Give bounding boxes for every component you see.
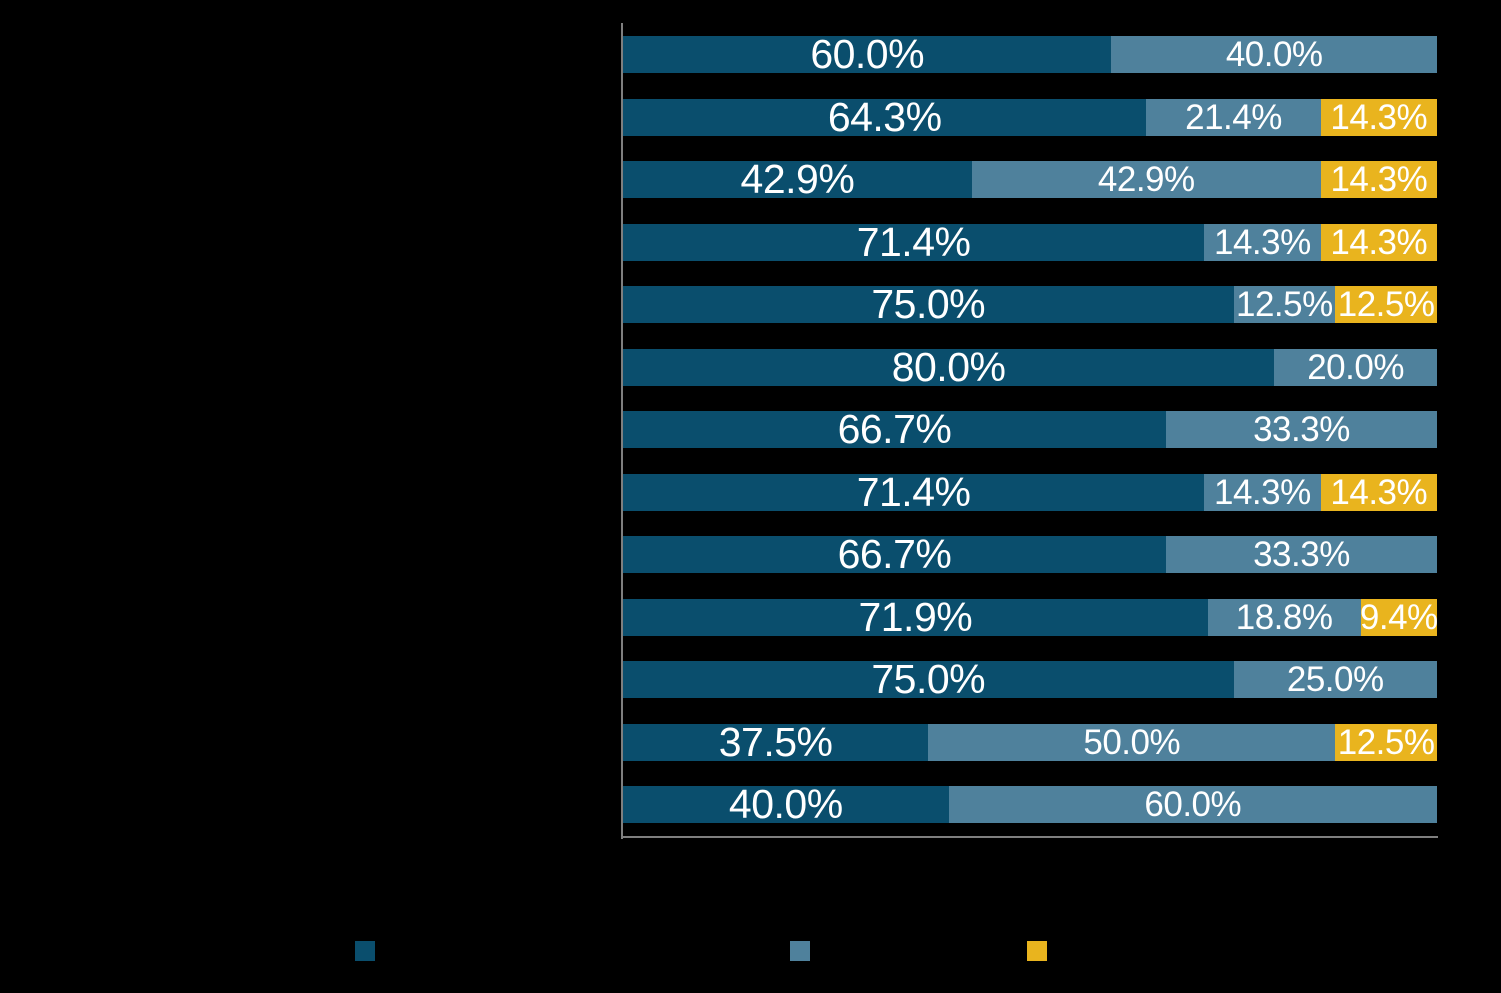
bar-segment-series-1: 60.0% xyxy=(623,31,1112,77)
bar-segment-series-3: 12.5% xyxy=(1335,722,1437,762)
bar-segment-label: 42.9% xyxy=(1097,160,1195,199)
bar-segment-series-3: 12.5% xyxy=(1335,286,1437,323)
bar-segment-label: 66.7% xyxy=(837,406,952,452)
bar-segment-series-1: 75.0% xyxy=(623,281,1234,327)
bar-segment-series-2: 33.3% xyxy=(1165,535,1437,574)
bar-segment-series-1: 71.9% xyxy=(623,593,1208,640)
bar-segment-series-3: 14.3% xyxy=(1320,472,1437,512)
bar-segment-series-2: 33.3% xyxy=(1165,410,1437,449)
bar-segment-series-1: 64.3% xyxy=(623,93,1147,140)
bar-segment-series-3: 9.4% xyxy=(1359,597,1438,637)
bar-row: 60.0% 40.0% xyxy=(623,31,1437,77)
bar-row: 71.4% 14.3% 14.3% xyxy=(623,218,1437,265)
bar-row: 66.7% 33.3% xyxy=(623,406,1437,452)
bar-segment-series-1: 37.5% xyxy=(623,718,929,765)
bar-row: 40.0% 60.0% xyxy=(623,781,1437,827)
bar-segment-label: 42.9% xyxy=(740,156,855,202)
bar-row: 80.0% 20.0% xyxy=(623,343,1437,390)
bar-segment-series-1: 71.4% xyxy=(623,468,1205,515)
bar-row: 71.4% 14.3% 14.3% xyxy=(623,468,1437,515)
bar-segment-label: 60.0% xyxy=(1144,785,1242,824)
bar-segment-label: 18.8% xyxy=(1235,597,1333,637)
bar-segment-series-2: 21.4% xyxy=(1146,97,1321,137)
bar-segment-series-2: 25.0% xyxy=(1233,660,1437,699)
x-axis-line xyxy=(621,836,1438,838)
bar-segment-series-2: 14.3% xyxy=(1204,472,1321,512)
bar-segment-label: 21.4% xyxy=(1185,97,1282,137)
bar-segment-series-2: 42.9% xyxy=(971,160,1321,199)
bar-segment-label: 12.5% xyxy=(1337,285,1435,324)
bar-segment-series-1: 80.0% xyxy=(623,343,1275,390)
bar-segment-label: 71.4% xyxy=(856,468,971,515)
bar-segment-series-2: 18.8% xyxy=(1207,597,1361,637)
bar-segment-series-3: 14.3% xyxy=(1320,222,1437,262)
legend-swatch-series-2 xyxy=(790,941,810,961)
bar-row: 75.0% 25.0% xyxy=(623,656,1437,702)
bar-segment-label: 14.3% xyxy=(1214,472,1311,512)
bar-segment-label: 14.3% xyxy=(1330,97,1428,137)
bar-segment-label: 12.5% xyxy=(1236,285,1333,324)
bar-segment-label: 60.0% xyxy=(810,31,925,77)
bar-segment-series-1: 40.0% xyxy=(623,781,949,827)
bar-segment-series-3: 14.3% xyxy=(1320,97,1437,137)
bar-segment-label: 33.3% xyxy=(1253,410,1350,449)
bar-segment-label: 37.5% xyxy=(718,718,833,765)
bar-row: 66.7% 33.3% xyxy=(623,531,1437,577)
bar-segment-label: 12.5% xyxy=(1337,722,1435,762)
bar-segment-series-1: 66.7% xyxy=(623,406,1166,452)
bar-segment-series-2: 20.0% xyxy=(1274,347,1437,387)
bar-segment-series-2: 50.0% xyxy=(928,722,1336,762)
legend-swatch-series-3 xyxy=(1027,941,1047,961)
bar-segment-series-1: 66.7% xyxy=(623,531,1166,577)
bar-row: 75.0% 12.5% 12.5% xyxy=(623,281,1437,327)
bar-row: 42.9% 42.9% 14.3% xyxy=(623,156,1437,202)
bar-segment-series-1: 71.4% xyxy=(623,218,1205,265)
bar-segment-label: 20.0% xyxy=(1307,347,1404,387)
legend-swatch-series-1 xyxy=(355,941,375,961)
bar-segment-label: 50.0% xyxy=(1083,722,1181,762)
bar-row: 64.3% 21.4% 14.3% xyxy=(623,93,1437,140)
bar-segment-label: 80.0% xyxy=(891,343,1006,390)
bar-segment-label: 40.0% xyxy=(728,781,843,827)
bar-segment-label: 75.0% xyxy=(871,281,986,327)
bar-segment-series-1: 75.0% xyxy=(623,656,1234,702)
bar-row: 37.5% 50.0% 12.5% xyxy=(623,718,1437,765)
bar-segment-label: 14.3% xyxy=(1214,222,1311,262)
bar-segment-label: 64.3% xyxy=(827,93,942,140)
y-axis-line xyxy=(621,23,623,839)
bar-segment-series-2: 40.0% xyxy=(1111,36,1437,73)
bar-segment-series-2: 14.3% xyxy=(1204,222,1321,262)
bar-segment-series-2: 60.0% xyxy=(948,785,1437,824)
bar-segment-series-2: 12.5% xyxy=(1233,285,1336,324)
bar-segment-label: 14.3% xyxy=(1330,472,1428,512)
bar-row: 71.9% 18.8% 9.4% xyxy=(623,593,1438,640)
bar-segment-label: 9.4% xyxy=(1359,597,1438,637)
bar-segment-label: 71.9% xyxy=(858,593,973,640)
bar-segment-label: 14.3% xyxy=(1330,222,1428,262)
bar-segment-label: 14.3% xyxy=(1330,160,1428,199)
bar-segment-label: 25.0% xyxy=(1286,660,1384,699)
bar-segment-series-1: 42.9% xyxy=(623,156,972,202)
plot-area: 60.0% 40.0% 64.3% 21.4% 14.3% 42.9% 42.9% 14.3%… xyxy=(623,23,1438,837)
bar-segment-series-3: 14.3% xyxy=(1320,160,1437,199)
bar-segment-label: 66.7% xyxy=(837,531,952,577)
bar-segment-label: 33.3% xyxy=(1253,535,1350,574)
bar-segment-label: 71.4% xyxy=(856,218,971,265)
bar-segment-label: 75.0% xyxy=(871,656,986,702)
bar-segment-label: 40.0% xyxy=(1225,35,1323,74)
